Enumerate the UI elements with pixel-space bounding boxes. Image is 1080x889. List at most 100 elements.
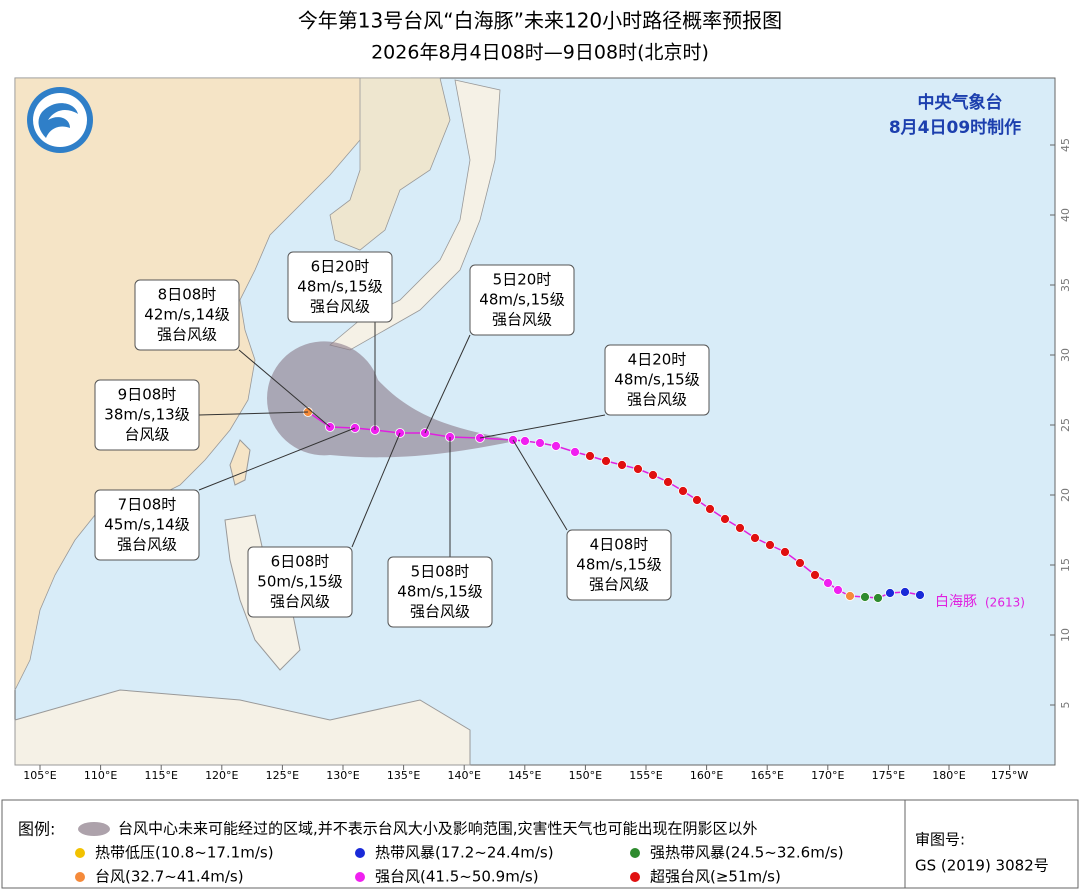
track-point <box>585 451 595 461</box>
issuer-made: 8月4日09时制作 <box>889 117 1021 138</box>
leader-line <box>424 334 471 434</box>
lon-label: 150°E <box>569 769 602 782</box>
lat-label: 25 <box>1059 418 1072 432</box>
legend-label: 强台风(41.5~50.9m/s) <box>375 868 539 886</box>
track-point <box>900 587 910 597</box>
approval-number: GS (2019) 3082号 <box>915 857 1049 875</box>
lon-label: 160°E <box>690 769 723 782</box>
land-taiwan <box>229 439 251 486</box>
lat-label: 10 <box>1059 628 1072 642</box>
legend-marker <box>75 848 85 858</box>
legend-label: 台风(32.7~41.4m/s) <box>95 868 244 886</box>
annotation-box <box>566 529 672 601</box>
lon-label: 135°E <box>387 769 420 782</box>
track-point <box>765 540 775 550</box>
lat-label: 20 <box>1059 488 1072 502</box>
annotation-wind: 48m/s,15级 <box>397 583 482 601</box>
lat-label: 45 <box>1059 138 1072 152</box>
annotation-time: 9日08时 <box>118 386 177 404</box>
track-point <box>810 570 820 580</box>
annotation-time: 4日20时 <box>628 351 687 369</box>
subtitle: 2026年8月4日08时—9日08时(北京时) <box>371 42 709 64</box>
annotation-box <box>134 279 240 351</box>
annotation-wind: 42m/s,14级 <box>144 306 229 324</box>
storm-code: (2613) <box>985 596 1025 610</box>
title: 今年第13号台风“白海豚”未来120小时路径概率预报图 <box>298 9 782 33</box>
lon-label: 105°E <box>23 769 56 782</box>
annotation-wind: 45m/s,14级 <box>104 516 189 534</box>
lon-label: 125°E <box>266 769 299 782</box>
legend-cone-text: 台风中心未来可能经过的区域,并不表示台风大小及影响范围,灾害性天气也可能出现在阴… <box>118 820 758 838</box>
legend-marker <box>630 848 640 858</box>
lat-label: 15 <box>1059 558 1072 572</box>
annotation-box <box>247 546 353 618</box>
annotation-time: 8日08时 <box>158 286 217 304</box>
annotation-box <box>287 251 393 323</box>
lat-label: 40 <box>1059 208 1072 222</box>
legend-label: 热带低压(10.8~17.1m/s) <box>95 844 274 862</box>
lat-label: 30 <box>1059 348 1072 362</box>
track-point <box>833 585 843 595</box>
annotation-box <box>387 556 493 628</box>
leader-line <box>198 411 309 416</box>
lon-label: 120°E <box>205 769 238 782</box>
annotation-box <box>94 489 200 561</box>
track-point <box>915 590 925 600</box>
lon-label: 145°E <box>508 769 541 782</box>
lon-label: 180°E <box>932 769 965 782</box>
legend-title: 图例: <box>18 820 55 839</box>
annotation-grade: 强台风级 <box>270 593 330 611</box>
leader-line <box>238 349 331 428</box>
annotation-time: 7日08时 <box>118 496 177 514</box>
track-point <box>535 438 545 448</box>
track-point <box>873 593 883 603</box>
lon-label: 115°E <box>144 769 177 782</box>
track-point <box>705 504 715 514</box>
land-korea <box>329 77 451 251</box>
annotation-time: 6日08时 <box>271 553 330 571</box>
lon-label: 130°E <box>326 769 359 782</box>
track-point <box>823 578 833 588</box>
annotation-grade: 强台风级 <box>157 326 217 344</box>
annotation-box <box>604 344 710 416</box>
lon-label: 110°E <box>84 769 117 782</box>
track-point <box>551 441 561 451</box>
track-point <box>648 470 658 480</box>
track-point <box>860 592 870 602</box>
track-point <box>795 558 805 568</box>
legend-marker <box>75 872 85 882</box>
legend-label: 热带风暴(17.2~24.4m/s) <box>375 844 554 862</box>
annotation-time: 6日20时 <box>311 258 370 276</box>
annotation-wind: 50m/s,15级 <box>257 573 342 591</box>
logo <box>27 87 93 153</box>
annotation-box <box>469 264 575 336</box>
track-point <box>780 547 790 557</box>
leader-line <box>479 414 606 439</box>
leader-line <box>512 439 568 531</box>
annotation-time: 5日20时 <box>493 271 552 289</box>
annotation-time: 4日08时 <box>590 536 649 554</box>
annotation-wind: 48m/s,15级 <box>576 556 661 574</box>
track-point <box>678 486 688 496</box>
leader-line <box>198 427 356 491</box>
land-south <box>14 689 471 766</box>
lon-label: 155°E <box>629 769 662 782</box>
track-point <box>720 514 730 524</box>
annotation-grade: 强台风级 <box>117 536 177 554</box>
track-point <box>617 460 627 470</box>
lat-label: 5 <box>1059 702 1072 709</box>
annotation-box <box>94 379 200 451</box>
annotation-grade: 强台风级 <box>627 391 687 409</box>
track-point <box>570 447 580 457</box>
legend-marker <box>630 872 640 882</box>
annotation-grade: 强台风级 <box>589 576 649 594</box>
track-point <box>601 456 611 466</box>
lon-label: 170°E <box>811 769 844 782</box>
land-mainland <box>14 77 411 691</box>
legend-label: 超强台风(≥51m/s) <box>650 868 781 886</box>
track-point <box>692 495 702 505</box>
track-point <box>633 464 643 474</box>
legend-marker <box>355 872 365 882</box>
